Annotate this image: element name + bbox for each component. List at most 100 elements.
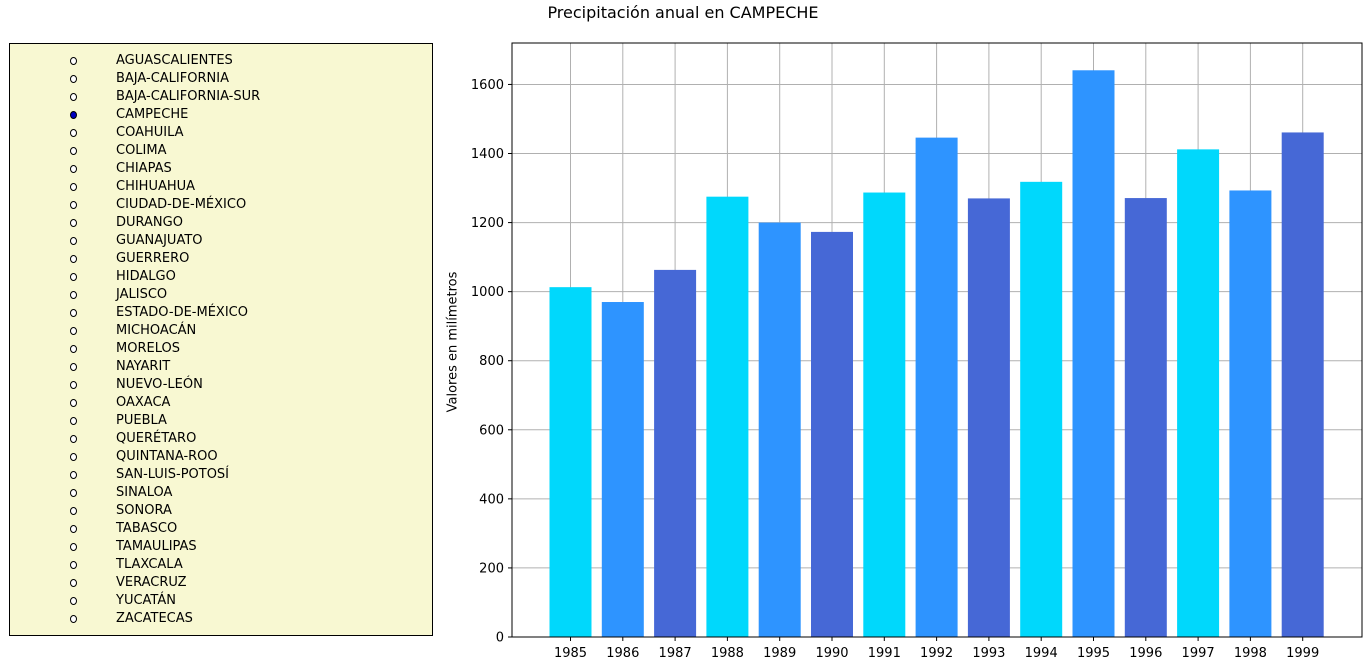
state-option-label: CHIAPAS	[116, 161, 172, 176]
x-tick-label: 1999	[1286, 646, 1319, 661]
state-option-aguascalientes[interactable]: AGUASCALIENTES	[10, 52, 430, 70]
bar-1986	[601, 302, 644, 637]
state-option-label: CAMPECHE	[116, 107, 189, 122]
state-option-michoacán[interactable]: MICHOACÁN	[10, 322, 430, 340]
radio-button-icon[interactable]	[70, 237, 77, 245]
bar-1999	[1281, 132, 1324, 637]
state-option-san-luis-potosí[interactable]: SAN-LUIS-POTOSÍ	[10, 466, 430, 484]
state-option-label: MICHOACÁN	[116, 323, 197, 338]
state-option-label: HIDALGO	[116, 269, 176, 284]
state-option-sinaloa[interactable]: SINALOA	[10, 484, 430, 502]
state-option-nuevo-león[interactable]: NUEVO-LEÓN	[10, 376, 430, 394]
radio-button-icon[interactable]	[70, 327, 77, 335]
radio-button-icon[interactable]	[70, 309, 77, 317]
y-tick-label: 1400	[471, 147, 504, 162]
state-option-label: DURANGO	[116, 215, 183, 230]
radio-button-icon[interactable]	[70, 453, 77, 461]
radio-button-icon[interactable]	[70, 219, 77, 227]
state-option-puebla[interactable]: PUEBLA	[10, 412, 430, 430]
radio-button-icon[interactable]	[70, 381, 77, 389]
state-option-label: COLIMA	[116, 143, 167, 158]
state-option-tabasco[interactable]: TABASCO	[10, 520, 430, 538]
radio-button-icon[interactable]	[70, 507, 77, 515]
radio-button-icon[interactable]	[70, 345, 77, 353]
radio-button-icon[interactable]	[70, 183, 77, 191]
radio-button-icon[interactable]	[70, 399, 77, 407]
radio-button-icon[interactable]	[70, 129, 77, 137]
state-option-ciudad-de-méxico[interactable]: CIUDAD-DE-MÉXICO	[10, 196, 430, 214]
radio-button-icon[interactable]	[70, 615, 77, 623]
state-option-sonora[interactable]: SONORA	[10, 502, 430, 520]
state-option-chihuahua[interactable]: CHIHUAHUA	[10, 178, 430, 196]
state-option-morelos[interactable]: MORELOS	[10, 340, 430, 358]
x-tick-label: 1991	[868, 646, 901, 661]
radio-button-icon[interactable]	[70, 165, 77, 173]
state-option-zacatecas[interactable]: ZACATECAS	[10, 610, 430, 628]
radio-button-icon[interactable]	[70, 543, 77, 551]
state-option-hidalgo[interactable]: HIDALGO	[10, 268, 430, 286]
state-option-yucatán[interactable]: YUCATÁN	[10, 592, 430, 610]
plot-frame	[511, 42, 1363, 638]
state-option-querétaro[interactable]: QUERÉTARO	[10, 430, 430, 448]
x-tick-label: 1990	[815, 646, 848, 661]
radio-button-icon[interactable]	[70, 255, 77, 263]
radio-button-icon[interactable]	[70, 561, 77, 569]
y-tick-label: 1000	[471, 285, 504, 300]
radio-button-icon[interactable]	[70, 273, 77, 281]
radio-button-icon[interactable]	[70, 417, 77, 425]
state-option-tlaxcala[interactable]: TLAXCALA	[10, 556, 430, 574]
radio-button-icon[interactable]	[70, 201, 77, 209]
state-option-label: GUERRERO	[116, 251, 190, 266]
radio-button-icon[interactable]	[70, 579, 77, 587]
x-tick-label: 1986	[606, 646, 639, 661]
radio-button-icon[interactable]	[70, 291, 77, 299]
state-option-guanajuato[interactable]: GUANAJUATO	[10, 232, 430, 250]
radio-button-icon[interactable]	[70, 147, 77, 155]
radio-button-icon[interactable]	[70, 471, 77, 479]
bar-1989	[758, 222, 801, 637]
state-option-colima[interactable]: COLIMA	[10, 142, 430, 160]
state-option-nayarit[interactable]: NAYARIT	[10, 358, 430, 376]
radio-button-icon[interactable]	[70, 489, 77, 497]
state-option-label: YUCATÁN	[116, 593, 176, 608]
precipitation-bar-chart: 0 200 400 600 800 1000 1200 1400 1600 1985 1986 198…	[471, 42, 1363, 661]
state-option-quintana-roo[interactable]: QUINTANA-ROO	[10, 448, 430, 466]
state-option-baja-california-sur[interactable]: BAJA-CALIFORNIA-SUR	[10, 88, 430, 106]
state-option-label: MORELOS	[116, 341, 180, 356]
state-option-label: BAJA-CALIFORNIA	[116, 71, 229, 86]
state-option-baja-california[interactable]: BAJA-CALIFORNIA	[10, 70, 430, 88]
bar-1987	[654, 269, 697, 637]
y-tick-label: 800	[479, 354, 504, 369]
bar-1997	[1177, 149, 1220, 637]
state-option-label: COAHUILA	[116, 125, 184, 140]
state-option-campeche[interactable]: CAMPECHE	[10, 106, 430, 124]
bar-1985	[549, 287, 592, 637]
bar-1988	[706, 196, 749, 637]
state-option-oaxaca[interactable]: OAXACA	[10, 394, 430, 412]
radio-button-icon[interactable]	[70, 57, 77, 65]
bar-1991	[863, 192, 906, 637]
state-option-guerrero[interactable]: GUERRERO	[10, 250, 430, 268]
state-option-jalisco[interactable]: JALISCO	[10, 286, 430, 304]
state-option-label: PUEBLA	[116, 413, 167, 428]
state-option-tamaulipas[interactable]: TAMAULIPAS	[10, 538, 430, 556]
state-option-label: NAYARIT	[116, 359, 171, 374]
state-option-coahuila[interactable]: COAHUILA	[10, 124, 430, 142]
y-tick-label: 1600	[471, 78, 504, 93]
radio-button-icon[interactable]	[70, 93, 77, 101]
radio-button-icon[interactable]	[70, 363, 77, 371]
radio-button-icon[interactable]	[70, 525, 77, 533]
radio-button-icon[interactable]	[70, 75, 77, 83]
state-option-durango[interactable]: DURANGO	[10, 214, 430, 232]
radio-button-icon[interactable]	[70, 111, 77, 119]
state-option-chiapas[interactable]: CHIAPAS	[10, 160, 430, 178]
x-tick-label: 1995	[1077, 646, 1110, 661]
chart-title: Precipitación anual en CAMPECHE	[547, 3, 819, 22]
state-option-label: NUEVO-LEÓN	[116, 377, 203, 392]
radio-button-icon[interactable]	[70, 435, 77, 443]
state-option-estado-de-méxico[interactable]: ESTADO-DE-MÉXICO	[10, 304, 430, 322]
state-option-veracruz[interactable]: VERACRUZ	[10, 574, 430, 592]
state-option-label: QUERÉTARO	[116, 431, 197, 446]
radio-button-icon[interactable]	[70, 597, 77, 605]
y-tick-label: 400	[479, 492, 504, 507]
